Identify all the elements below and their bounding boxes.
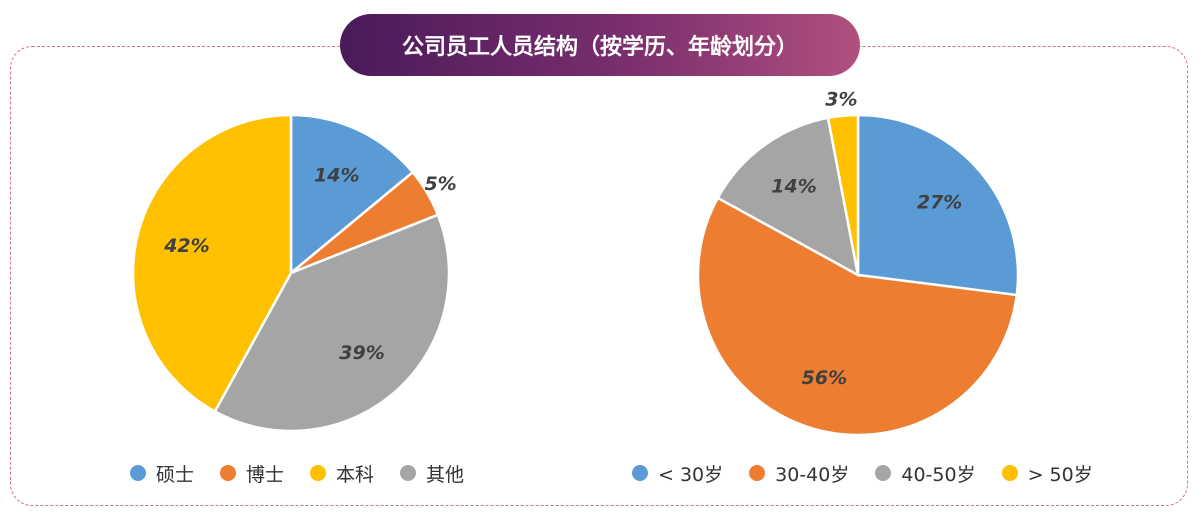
legend-item: < 30岁 [632,460,723,487]
data-label: 5% [424,173,456,195]
legend-label: 其他 [426,463,465,486]
legend-label: 硕士 [156,463,195,486]
legend: 硕士 博士 本科 其他 [130,460,490,486]
data-label: 27% [917,192,962,214]
legend-item: 博士 [220,460,284,487]
legend-item: 本科 [310,460,374,487]
legend-label: 40-50岁 [901,463,976,486]
data-label: 56% [802,367,847,389]
pie-slice [696,196,1019,437]
legend-swatch [749,465,766,481]
legend-swatch [632,465,648,481]
legend-item: 40-50岁 [875,460,976,487]
pie-slice [289,113,415,276]
data-label: 39% [339,342,384,364]
data-label: 14% [771,175,816,197]
legend-item: > 50岁 [1001,460,1093,487]
legend: < 30岁 30-40岁 40-50岁 > 50岁 [632,460,1119,486]
data-label: 14% [314,164,359,186]
legend-label: 30-40岁 [775,463,850,486]
legend-label: 本科 [336,463,375,486]
title: 公司员工人员结构（按学历、年龄划分） [401,35,798,60]
legend-label: 博士 [246,463,285,486]
legend-label: < 30岁 [658,463,724,486]
legend-swatch [310,465,327,481]
legend-swatch [130,465,146,481]
data-label: 42% [163,235,209,257]
legend-swatch [220,465,237,481]
data-label: 3% [825,88,857,110]
pie-slice [131,113,293,414]
legend-item: 30-40岁 [749,460,849,487]
legend-label: > 50岁 [1027,463,1093,486]
pie-slice [826,113,860,276]
pie-slice [856,113,1020,297]
legend-swatch [875,465,892,481]
title-banner: 公司员工人员结构（按学历、年龄划分） [340,14,860,76]
pie-slice [213,213,451,433]
legend-swatch [1001,465,1018,481]
pie-slice [716,116,860,278]
legend-item: 硕士 [130,460,194,487]
legend-item: 其他 [400,460,464,487]
legend-swatch [400,465,417,481]
